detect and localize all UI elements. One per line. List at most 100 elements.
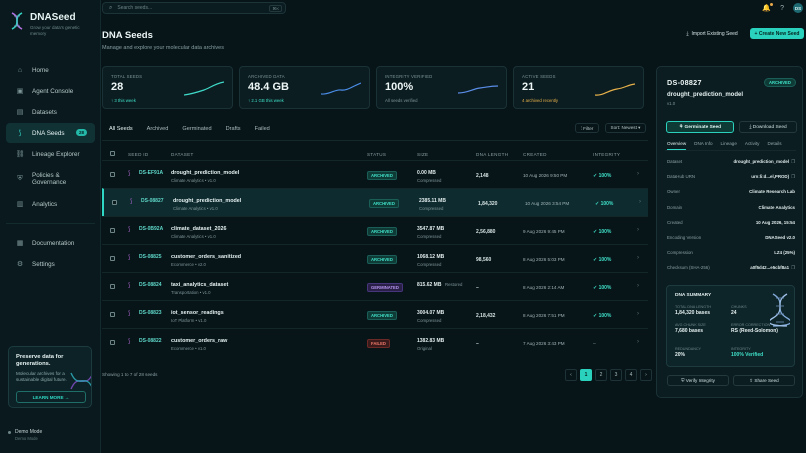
page-button[interactable]: 1 — [580, 369, 592, 381]
page-button[interactable]: 4 — [625, 369, 637, 381]
create-seed-button[interactable]: + Create New Seed — [750, 28, 804, 39]
seed-id-link[interactable]: DS-08824 — [139, 282, 162, 288]
search-bar[interactable]: ⌕ Search seeds... ⌘K — [102, 2, 286, 14]
row-checkbox[interactable] — [110, 340, 115, 345]
sidebar-item-agent-console[interactable]: ▣ Agent Console — [6, 81, 95, 101]
stat-card[interactable]: ARCHIVED DATA 48.4 GB ↑ 2.1 GB this week — [239, 66, 370, 109]
sparkline-chart — [321, 82, 361, 95]
seed-id-link[interactable]: DS-0B92A — [139, 226, 164, 232]
dataset-name[interactable]: iot_sensor_readings — [171, 310, 224, 316]
search-input[interactable]: Search seeds... — [117, 5, 153, 11]
column-header[interactable]: STATUS — [367, 152, 387, 157]
bell-icon[interactable]: 🔔 — [762, 3, 774, 12]
dataset-name[interactable]: drought_prediction_model — [173, 198, 242, 204]
avatar[interactable]: DS — [793, 3, 803, 13]
page-button[interactable]: 3 — [610, 369, 622, 381]
column-header[interactable]: CREATED — [523, 152, 547, 157]
gear-icon: ⚙ — [16, 261, 24, 268]
sidebar-item-settings[interactable]: ⚙ Settings — [6, 254, 95, 274]
row-checkbox[interactable] — [110, 172, 115, 177]
column-header[interactable]: SEED ID — [128, 152, 149, 157]
learn-more-button[interactable]: LEARN MORE → — [16, 391, 86, 403]
tab-failed[interactable]: Failed — [254, 126, 270, 132]
sidebar-item-home[interactable]: ⌂ Home — [6, 60, 95, 80]
row-checkbox[interactable] — [110, 256, 115, 261]
import-seed-button[interactable]: ⤓ Import Existing Seed — [678, 28, 746, 39]
sidebar-item-dna-seeds[interactable]: ⟆ DNA Seeds 28 — [6, 123, 95, 143]
tab-overview[interactable]: Overview — [667, 141, 687, 150]
select-all-checkbox[interactable] — [110, 151, 115, 156]
copy-icon[interactable]: ❐ — [791, 159, 795, 164]
chevron-right-icon[interactable]: › — [637, 255, 639, 261]
help-icon[interactable]: ? — [780, 4, 784, 12]
stat-card[interactable]: INTEGRITY VERIFIED 100% All seeds verified — [376, 66, 507, 109]
column-header[interactable]: DATASET — [171, 152, 194, 157]
germinate-seed-button[interactable]: ⚘ Germinate Seed — [666, 121, 734, 133]
row-checkbox[interactable] — [110, 312, 115, 317]
tab-archived[interactable]: Archived — [146, 126, 169, 132]
tab-lineage[interactable]: Lineage — [720, 141, 737, 146]
copy-icon[interactable]: ❐ — [791, 265, 795, 271]
sidebar-item-label: Settings — [32, 260, 55, 268]
seed-id-link[interactable]: DS-08827 — [141, 198, 164, 204]
tab-drafts[interactable]: Drafts — [225, 126, 241, 132]
download-seed-button[interactable]: ⤓ Download Seed — [739, 121, 797, 133]
tab-dna-info[interactable]: DNA Info — [694, 141, 713, 146]
table-row[interactable]: ⟆ DS-0B92A climate_dataset_2026 Climate Ana… — [102, 216, 648, 244]
sidebar-item-documentation[interactable]: ▦ Documentation — [6, 233, 95, 253]
table-footer: Showing 1 to 7 of 28 seeds — [102, 372, 158, 377]
summary-label: TOTAL DNA LENGTH — [675, 305, 711, 309]
seed-id-link[interactable]: DS-EF91A — [139, 170, 164, 176]
table-row[interactable]: ⟆ DS-08822 customer_orders_raw Ecommerce • … — [102, 328, 648, 356]
tab-all-seeds[interactable]: All Seeds — [102, 122, 140, 141]
chevron-right-icon[interactable]: › — [637, 311, 639, 317]
sidebar-item-datasets[interactable]: ▤ Datasets — [6, 102, 95, 122]
stat-card[interactable]: ACTIVE SEEDS 21 4 archived recently — [513, 66, 644, 109]
dataset-name[interactable]: taxi_analytics_dataset — [171, 282, 229, 288]
seed-id-link[interactable]: DS-08822 — [139, 338, 162, 344]
sidebar-item-lineage-explorer[interactable]: ⛓ Lineage Explorer — [6, 144, 95, 164]
filter-button[interactable]: ⫶ Filter — [575, 123, 599, 133]
column-header[interactable]: INTEGRITY — [593, 152, 621, 157]
demo-mode[interactable]: Demo Mode Demo Mode — [8, 429, 42, 441]
prev-page-button[interactable]: ‹ — [565, 369, 577, 381]
field-value: Climate Research Lab — [749, 189, 795, 194]
tab-germinated[interactable]: Germinated — [182, 126, 212, 132]
next-page-button[interactable]: › — [640, 369, 652, 381]
chart-icon: ▥ — [16, 201, 24, 208]
seed-id-link[interactable]: DS-08825 — [139, 254, 162, 260]
table-row[interactable]: ⟆ DS-08827 drought_prediction_model Climate… — [102, 188, 648, 216]
chevron-right-icon[interactable]: › — [637, 227, 639, 233]
sidebar-item-policies[interactable]: ⛨ Policies & Governance — [6, 165, 95, 193]
verify-integrity-button[interactable]: ⛨ Verify Integrity — [667, 375, 729, 386]
stat-card[interactable]: TOTAL SEEDS 28 ↑ 3 this week — [102, 66, 233, 109]
tab-activity[interactable]: Activity — [744, 141, 760, 146]
table-row[interactable]: ⟆ DS-EF91A drought_prediction_model Climate… — [102, 160, 648, 188]
table-row[interactable]: ⟆ DS-08825 customer_orders_sanitized Ecomme… — [102, 244, 648, 272]
dataset-name[interactable]: customer_orders_sanitized — [171, 254, 242, 260]
copy-icon[interactable]: ❐ — [791, 174, 795, 180]
column-header[interactable]: DNA LENGTH — [476, 152, 509, 157]
chevron-right-icon[interactable]: › — [639, 199, 641, 205]
row-checkbox[interactable] — [110, 284, 115, 289]
dataset-name[interactable]: customer_orders_raw — [171, 338, 228, 344]
dataset-name[interactable]: climate_dataset_2026 — [171, 226, 227, 232]
sort-dropdown[interactable]: Sort: Newest ▾ — [605, 123, 646, 133]
stat-value: 100% — [385, 81, 414, 93]
tab-details[interactable]: Details — [767, 141, 782, 146]
chevron-right-icon[interactable]: › — [637, 171, 639, 177]
stat-value: 48.4 GB — [248, 81, 289, 93]
share-seed-button[interactable]: ⇪ Share Seed — [733, 375, 795, 386]
row-checkbox[interactable] — [110, 228, 115, 233]
sidebar-item-analytics[interactable]: ▥ Analytics — [6, 194, 95, 214]
table-row[interactable]: ⟆ DS-08823 iot_sensor_readings IoT Platform… — [102, 300, 648, 328]
row-checkbox[interactable] — [112, 200, 117, 205]
seed-id-link[interactable]: DS-08823 — [139, 310, 162, 316]
column-header[interactable]: SIZE — [417, 152, 429, 157]
table-row[interactable]: ⟆ DS-08824 taxi_analytics_dataset Transport… — [102, 272, 648, 300]
chevron-right-icon[interactable]: › — [637, 339, 639, 345]
chevron-right-icon[interactable]: › — [637, 283, 639, 289]
dataset-name[interactable]: drought_prediction_model — [171, 170, 240, 176]
page-button[interactable]: 2 — [595, 369, 607, 381]
stat-sub: 4 archived recently — [522, 98, 559, 103]
